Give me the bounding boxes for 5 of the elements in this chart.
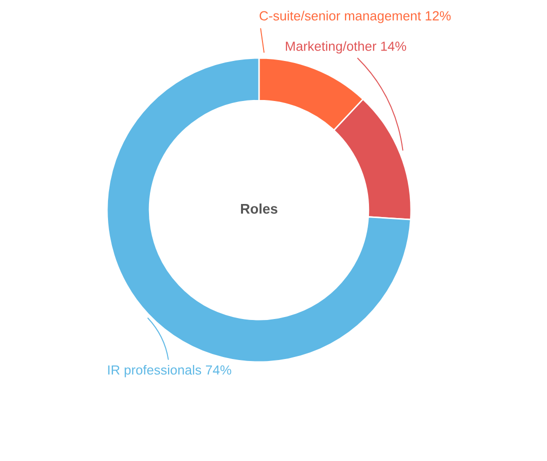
slice-label: Marketing/other 14% [286,41,406,54]
slice-label: IR professionals 74% [108,364,232,378]
donut-slice [106,57,412,363]
slice-label: C-suite/senior management 12% [260,10,451,24]
text: Roles [241,204,278,214]
